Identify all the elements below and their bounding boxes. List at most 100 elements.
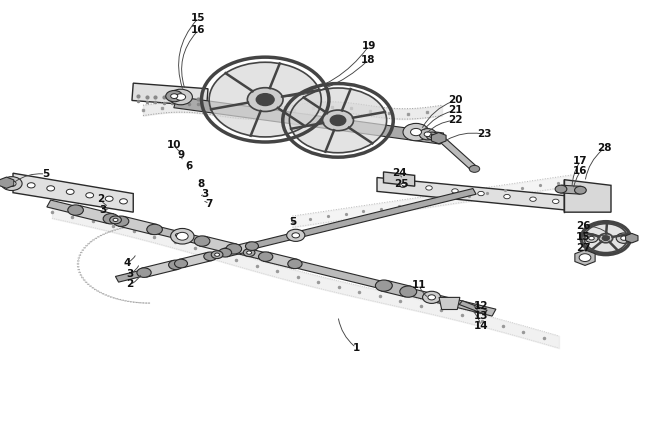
Circle shape bbox=[426, 132, 438, 140]
Circle shape bbox=[575, 186, 586, 194]
Text: 2: 2 bbox=[97, 194, 105, 204]
Text: 6: 6 bbox=[185, 161, 192, 171]
Text: 4: 4 bbox=[123, 258, 131, 268]
Text: 5: 5 bbox=[42, 169, 49, 179]
Polygon shape bbox=[73, 205, 114, 223]
Polygon shape bbox=[291, 123, 334, 152]
Text: 13: 13 bbox=[474, 311, 488, 321]
Circle shape bbox=[1, 177, 22, 191]
Text: 5: 5 bbox=[289, 216, 296, 227]
Polygon shape bbox=[116, 188, 476, 282]
Circle shape bbox=[113, 218, 118, 222]
Circle shape bbox=[259, 252, 273, 262]
Circle shape bbox=[452, 189, 458, 193]
Circle shape bbox=[376, 280, 393, 291]
Circle shape bbox=[110, 216, 122, 224]
Polygon shape bbox=[610, 234, 627, 250]
Circle shape bbox=[428, 295, 436, 300]
Text: 7: 7 bbox=[205, 199, 213, 210]
Polygon shape bbox=[584, 233, 601, 249]
Circle shape bbox=[47, 186, 55, 191]
Circle shape bbox=[478, 191, 484, 196]
Circle shape bbox=[585, 234, 598, 242]
Polygon shape bbox=[132, 83, 208, 106]
Text: 2: 2 bbox=[126, 279, 134, 290]
Polygon shape bbox=[47, 200, 496, 316]
Circle shape bbox=[616, 233, 632, 243]
Text: 24: 24 bbox=[393, 168, 407, 178]
Polygon shape bbox=[0, 177, 14, 188]
Text: 20: 20 bbox=[448, 95, 462, 106]
Polygon shape bbox=[251, 108, 305, 137]
Polygon shape bbox=[564, 180, 611, 212]
Polygon shape bbox=[432, 132, 446, 144]
Text: 14: 14 bbox=[474, 321, 488, 331]
Text: 1: 1 bbox=[352, 343, 360, 353]
Polygon shape bbox=[174, 97, 444, 144]
Circle shape bbox=[27, 183, 35, 188]
Circle shape bbox=[579, 254, 591, 262]
Circle shape bbox=[292, 233, 300, 238]
Text: 11: 11 bbox=[412, 280, 426, 290]
Polygon shape bbox=[575, 250, 595, 265]
Polygon shape bbox=[349, 112, 387, 143]
Text: 15: 15 bbox=[576, 232, 590, 242]
Circle shape bbox=[287, 229, 305, 242]
Circle shape bbox=[113, 216, 129, 226]
Polygon shape bbox=[211, 103, 261, 136]
Text: 25: 25 bbox=[394, 179, 408, 190]
Circle shape bbox=[504, 194, 510, 199]
Circle shape bbox=[147, 224, 162, 235]
Polygon shape bbox=[625, 233, 638, 243]
Circle shape bbox=[400, 286, 417, 297]
Circle shape bbox=[176, 233, 180, 237]
Circle shape bbox=[426, 186, 432, 190]
Circle shape bbox=[430, 134, 435, 138]
Polygon shape bbox=[439, 297, 460, 310]
Circle shape bbox=[603, 236, 609, 240]
Circle shape bbox=[137, 268, 151, 278]
Circle shape bbox=[214, 253, 220, 256]
Polygon shape bbox=[209, 73, 253, 109]
Circle shape bbox=[599, 233, 613, 243]
Text: 19: 19 bbox=[361, 41, 376, 52]
Polygon shape bbox=[13, 173, 133, 212]
Circle shape bbox=[246, 251, 252, 254]
Polygon shape bbox=[459, 301, 487, 314]
Polygon shape bbox=[342, 89, 385, 118]
Circle shape bbox=[105, 196, 113, 201]
Polygon shape bbox=[200, 236, 237, 254]
Circle shape bbox=[400, 183, 406, 187]
Circle shape bbox=[172, 231, 184, 239]
Text: 16: 16 bbox=[191, 25, 205, 36]
Polygon shape bbox=[289, 97, 327, 129]
Circle shape bbox=[86, 193, 94, 198]
Circle shape bbox=[403, 123, 429, 141]
Circle shape bbox=[120, 199, 127, 204]
Text: 23: 23 bbox=[477, 129, 491, 139]
Polygon shape bbox=[304, 88, 350, 113]
Polygon shape bbox=[179, 252, 213, 268]
Text: 22: 22 bbox=[448, 115, 462, 126]
Circle shape bbox=[552, 199, 559, 204]
Circle shape bbox=[103, 213, 119, 224]
Polygon shape bbox=[226, 62, 280, 91]
Circle shape bbox=[7, 181, 16, 187]
Circle shape bbox=[555, 185, 567, 193]
Text: 28: 28 bbox=[597, 143, 612, 153]
Circle shape bbox=[166, 90, 183, 102]
Polygon shape bbox=[263, 252, 298, 268]
Circle shape bbox=[174, 259, 187, 268]
Text: 17: 17 bbox=[573, 156, 588, 166]
Polygon shape bbox=[278, 90, 321, 126]
Text: 27: 27 bbox=[576, 242, 590, 253]
Polygon shape bbox=[142, 260, 178, 277]
Polygon shape bbox=[270, 64, 319, 97]
Polygon shape bbox=[381, 280, 411, 297]
Circle shape bbox=[256, 94, 274, 106]
Circle shape bbox=[411, 129, 421, 136]
Circle shape bbox=[226, 244, 242, 254]
Circle shape bbox=[419, 129, 436, 140]
Text: 3: 3 bbox=[201, 188, 209, 199]
Circle shape bbox=[176, 94, 186, 100]
